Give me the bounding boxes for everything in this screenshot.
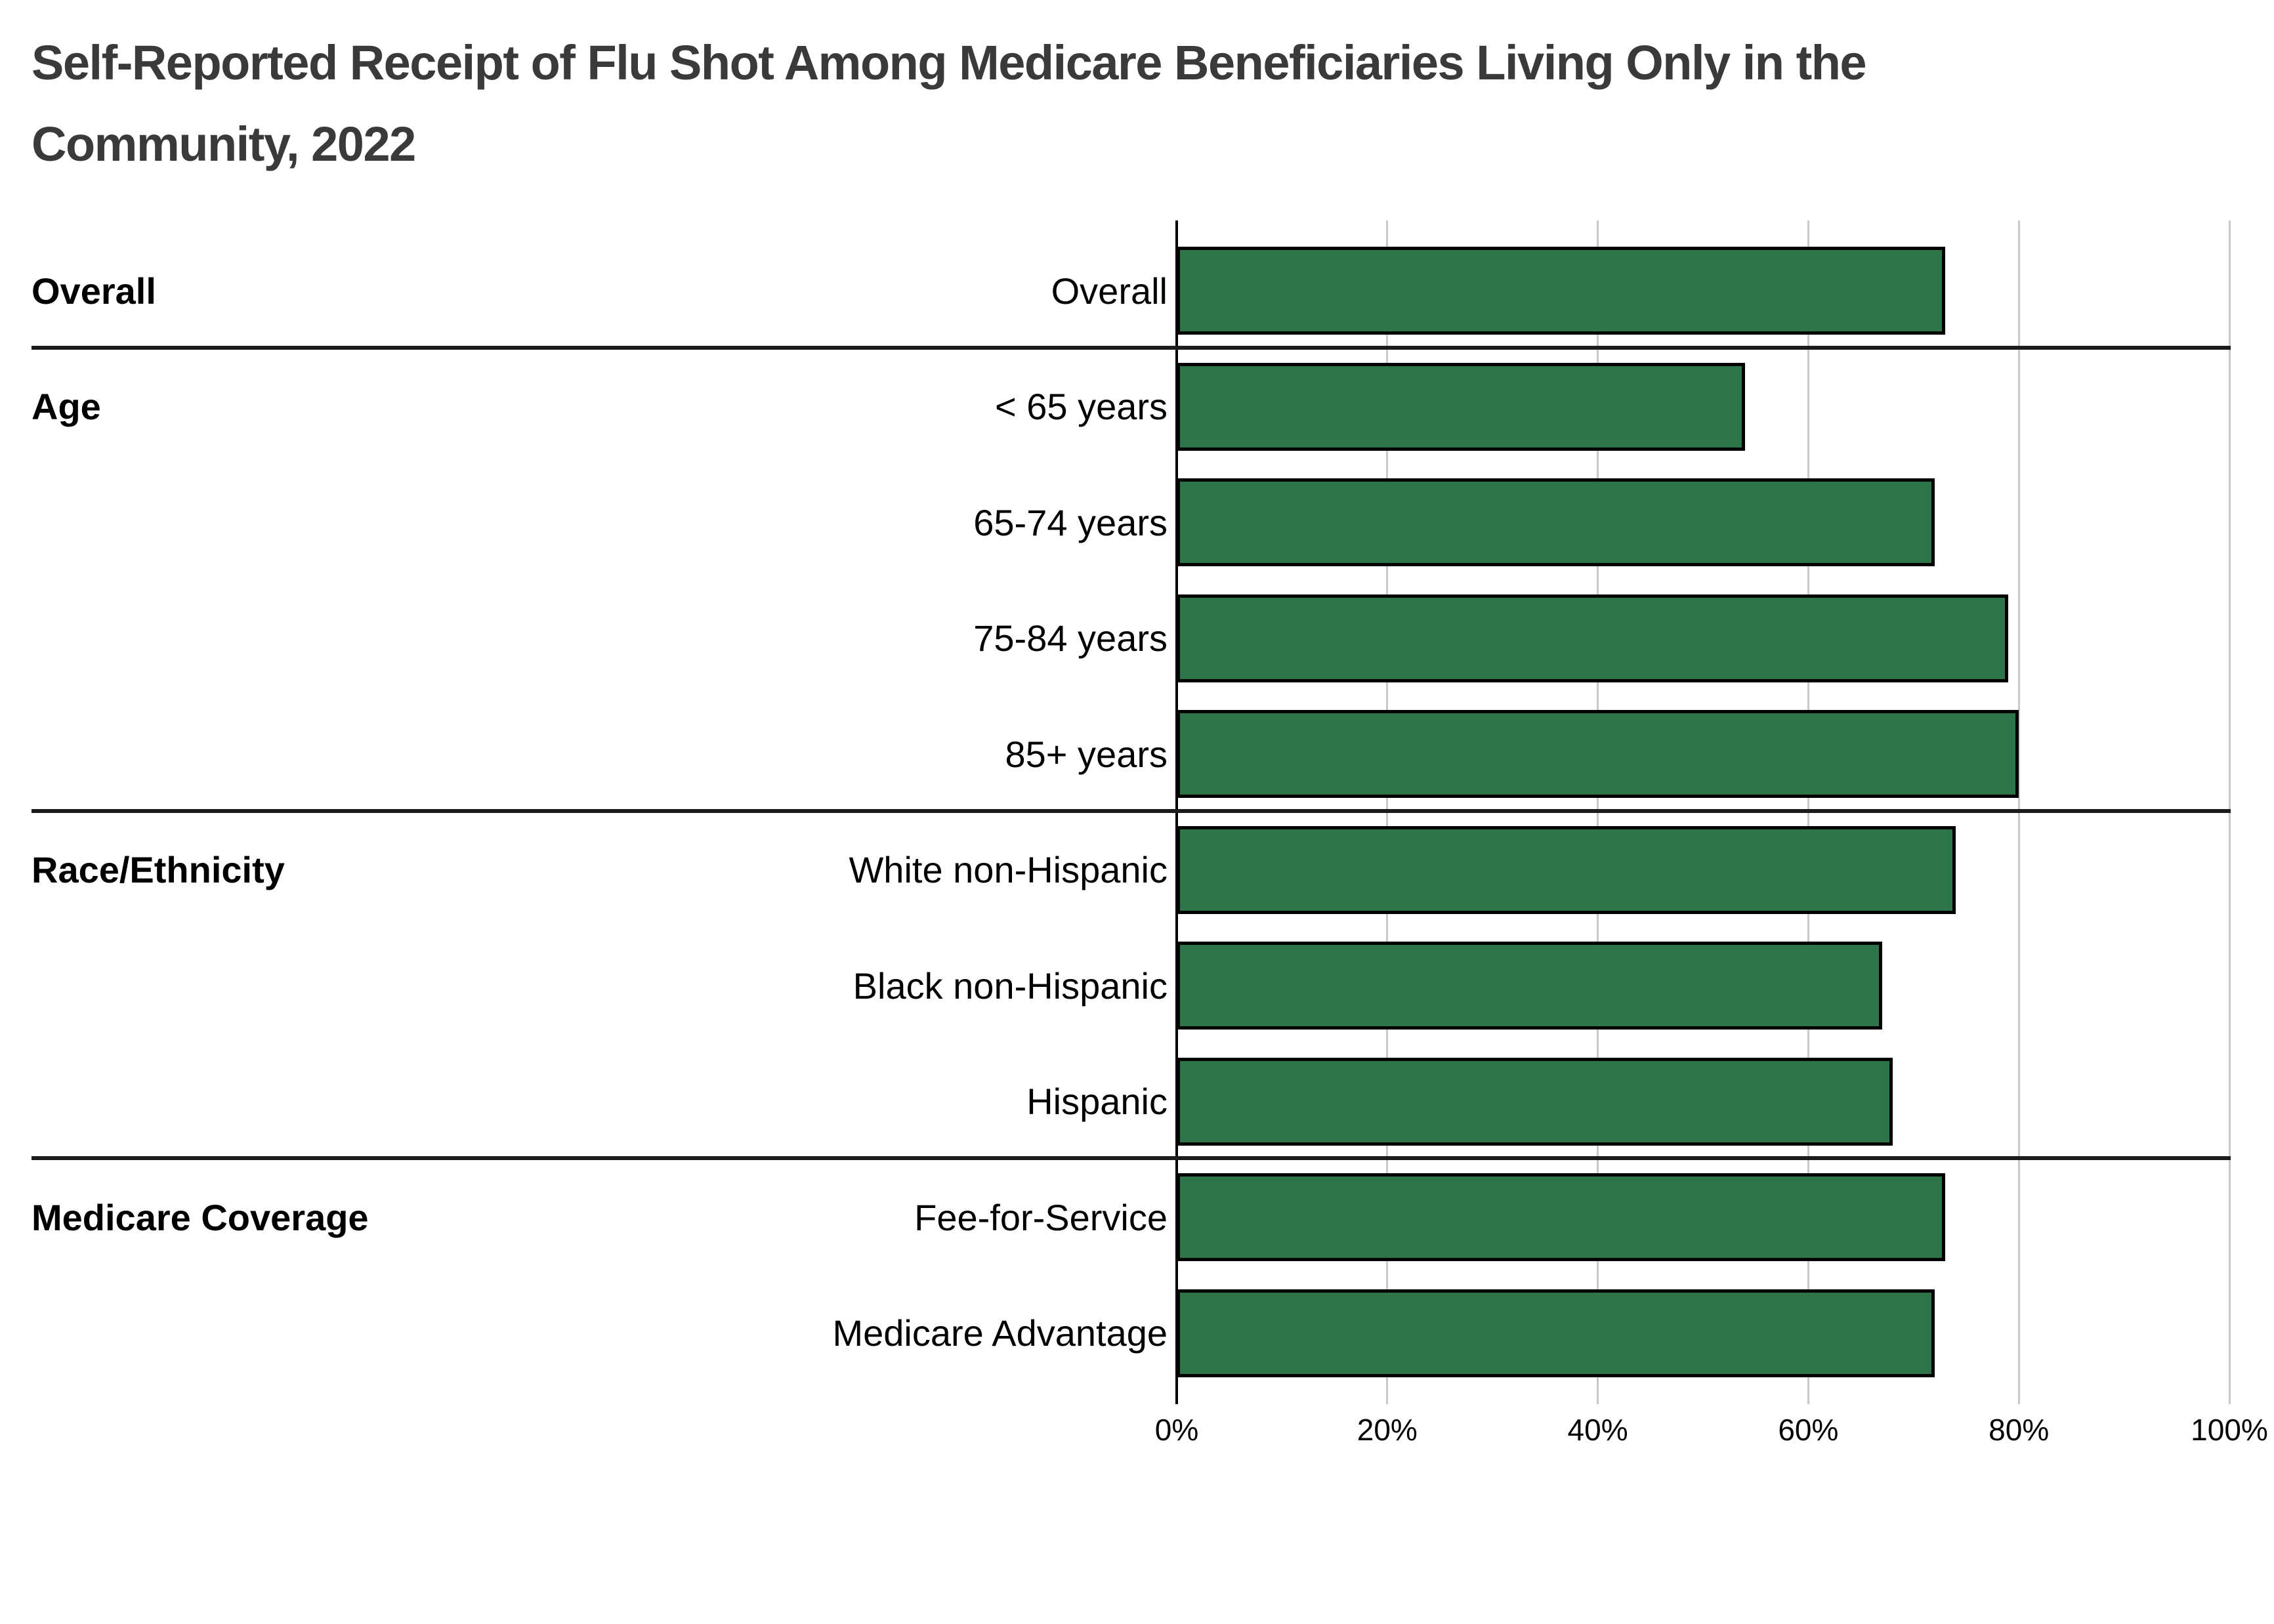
row-label: Medicare Advantage bbox=[832, 1312, 1168, 1354]
bar-65-74-years bbox=[1177, 478, 1935, 566]
bar--65-years bbox=[1177, 362, 1746, 451]
bar-overall bbox=[1177, 247, 1945, 335]
bar-hispanic bbox=[1177, 1057, 1893, 1146]
row-label: Overall bbox=[1051, 270, 1168, 312]
x-tick-label-40: 40% bbox=[1567, 1413, 1628, 1447]
row-label: 65-74 years bbox=[973, 501, 1168, 543]
row-label: White non-Hispanic bbox=[849, 849, 1168, 890]
group-label-medicare-coverage: Medicare Coverage bbox=[32, 1196, 369, 1238]
x-tick-label-20: 20% bbox=[1357, 1413, 1418, 1447]
chart-title: Self-Reported Receipt of Flu Shot Among … bbox=[32, 22, 1867, 185]
group-separator bbox=[32, 1156, 2231, 1160]
bar-medicare-advantage bbox=[1177, 1289, 1935, 1377]
chart-title-line-2: Community, 2022 bbox=[32, 117, 416, 171]
row-label: Black non-Hispanic bbox=[853, 965, 1168, 1007]
chart-title-line-1: Self-Reported Receipt of Flu Shot Among … bbox=[32, 35, 1867, 90]
group-label-race-ethnicity: Race/Ethnicity bbox=[32, 849, 285, 890]
row-label: 75-84 years bbox=[973, 617, 1168, 659]
group-separator bbox=[32, 808, 2231, 813]
x-tick-label-100: 100% bbox=[2191, 1413, 2268, 1447]
group-separator bbox=[32, 345, 2231, 350]
bar-white-non-hispanic bbox=[1177, 825, 1956, 914]
x-tick-label-0: 0% bbox=[1154, 1413, 1199, 1447]
row-label: < 65 years bbox=[994, 386, 1168, 427]
group-label-overall: Overall bbox=[32, 270, 156, 312]
bar-black-non-hispanic bbox=[1177, 942, 1882, 1030]
bar-75-84-years bbox=[1177, 594, 2009, 682]
group-label-age: Age bbox=[32, 386, 101, 427]
bar-fee-for-service bbox=[1177, 1173, 1945, 1261]
x-tick-label-60: 60% bbox=[1778, 1413, 1839, 1447]
x-tick-label-80: 80% bbox=[1989, 1413, 2050, 1447]
row-label: Fee-for-Service bbox=[914, 1196, 1168, 1238]
row-label: 85+ years bbox=[1005, 733, 1168, 775]
row-label: Hispanic bbox=[1026, 1081, 1168, 1122]
bar-85-years bbox=[1177, 710, 2019, 798]
